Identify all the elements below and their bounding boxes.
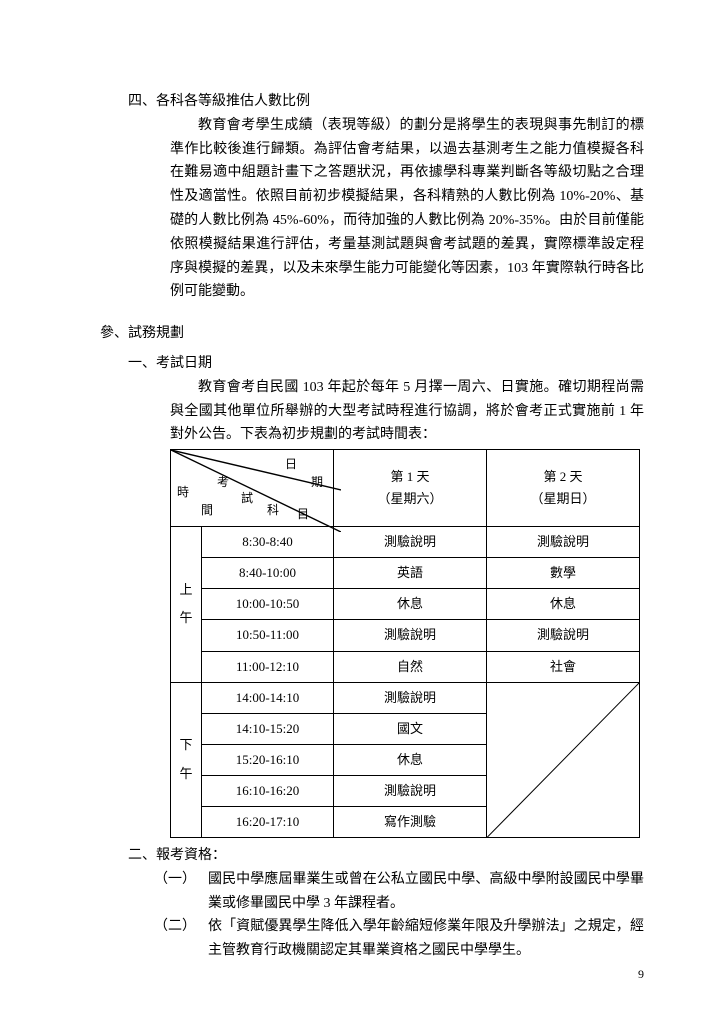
- label-exam: 考: [217, 472, 229, 492]
- pm-label-text: 下午: [179, 737, 192, 781]
- label-time: 時: [177, 482, 189, 502]
- pm-d1-0: 測驗說明: [334, 682, 487, 713]
- day1-line2: （星期六）: [340, 488, 480, 510]
- day1-line1: 第 1 天: [340, 466, 480, 488]
- sub-2-heading: 二、報考資格：: [128, 844, 644, 868]
- am-d1-0: 測驗說明: [334, 527, 487, 558]
- pm-time-3: 16:10-16:20: [202, 775, 334, 806]
- label-subject: 科: [267, 500, 279, 520]
- pm-time-2: 15:20-16:10: [202, 744, 334, 775]
- table-row: 8:40-10:00 英語 數學: [171, 558, 640, 589]
- label-interval: 間: [201, 500, 213, 520]
- item-text: 依「資賦優異學生降低入學年齡縮短修業年限及升學辦法」之規定，經主管教育行政機關認…: [208, 915, 644, 963]
- day2-header: 第 2 天 （星期日）: [487, 450, 640, 527]
- am-label-text: 上午: [179, 582, 192, 626]
- table-row: 10:00-10:50 休息 休息: [171, 589, 640, 620]
- table-row: 下午 14:00-14:10 測驗說明: [171, 682, 640, 713]
- am-time-3: 10:50-11:00: [202, 620, 334, 651]
- pm-d1-2: 休息: [334, 744, 487, 775]
- diagonal-line-icon: [487, 683, 639, 837]
- pm-time-0: 14:00-14:10: [202, 682, 334, 713]
- pm-d1-4: 寫作測驗: [334, 807, 487, 838]
- schedule-table: 日 期 考 試 科 目 時 間 第 1 天 （星期六） 第 2 天 （星期日） …: [170, 449, 640, 838]
- page-number: 9: [638, 964, 644, 984]
- label-period: 期: [311, 472, 323, 492]
- sub-2-item-1: （一） 國民中學應屆畢業生或曾在公私立國民中學、高級中學附設國民中學畢業或修畢國…: [154, 868, 644, 916]
- am-d1-2: 休息: [334, 589, 487, 620]
- day2-line2: （星期日）: [493, 488, 633, 510]
- am-d2-3: 測驗說明: [487, 620, 640, 651]
- sub-1-heading: 一、考試日期: [128, 352, 644, 376]
- table-row: 11:00-12:10 自然 社會: [171, 651, 640, 682]
- am-d1-3: 測驗說明: [334, 620, 487, 651]
- pm-label: 下午: [171, 682, 202, 837]
- pm-d1-3: 測驗說明: [334, 775, 487, 806]
- sub-1-body: 教育會考自民國 103 年起於每年 5 月擇一周六、日實施。確切期程尚需與全國其…: [170, 376, 644, 447]
- am-d2-0: 測驗說明: [487, 527, 640, 558]
- am-d2-1: 數學: [487, 558, 640, 589]
- am-d2-4: 社會: [487, 651, 640, 682]
- day2-line1: 第 2 天: [493, 466, 633, 488]
- section-can-heading: 參、試務規劃: [100, 322, 644, 346]
- item-num: （二）: [154, 915, 208, 963]
- am-label: 上午: [171, 527, 202, 682]
- label-shi: 試: [241, 488, 253, 508]
- page: 四、各科各等級推估人數比例 教育會考學生成績（表現等級）的劃分是將學生的表現與事…: [0, 0, 724, 1024]
- table-row: 10:50-11:00 測驗說明 測驗說明: [171, 620, 640, 651]
- am-time-1: 8:40-10:00: [202, 558, 334, 589]
- am-d2-2: 休息: [487, 589, 640, 620]
- label-day: 日: [285, 454, 297, 474]
- am-d1-1: 英語: [334, 558, 487, 589]
- pm-time-4: 16:20-17:10: [202, 807, 334, 838]
- item-num: （一）: [154, 868, 208, 916]
- sub-2-item-2: （二） 依「資賦優異學生降低入學年齡縮短修業年限及升學辦法」之規定，經主管教育行…: [154, 915, 644, 963]
- section-4-body: 教育會考學生成績（表現等級）的劃分是將學生的表現與事先制訂的標準作比較後進行歸類…: [170, 114, 644, 304]
- diagonal-header-cell: 日 期 考 試 科 目 時 間: [171, 450, 334, 527]
- pm-d1-1: 國文: [334, 713, 487, 744]
- day1-header: 第 1 天 （星期六）: [334, 450, 487, 527]
- pm-empty-cell: [487, 682, 640, 837]
- section-4-heading: 四、各科各等級推估人數比例: [128, 90, 644, 114]
- am-time-2: 10:00-10:50: [202, 589, 334, 620]
- am-time-4: 11:00-12:10: [202, 651, 334, 682]
- label-mu: 目: [297, 504, 309, 524]
- pm-time-1: 14:10-15:20: [202, 713, 334, 744]
- am-d1-4: 自然: [334, 651, 487, 682]
- item-text: 國民中學應屆畢業生或曾在公私立國民中學、高級中學附設國民中學畢業或修畢國民中學 …: [208, 868, 644, 916]
